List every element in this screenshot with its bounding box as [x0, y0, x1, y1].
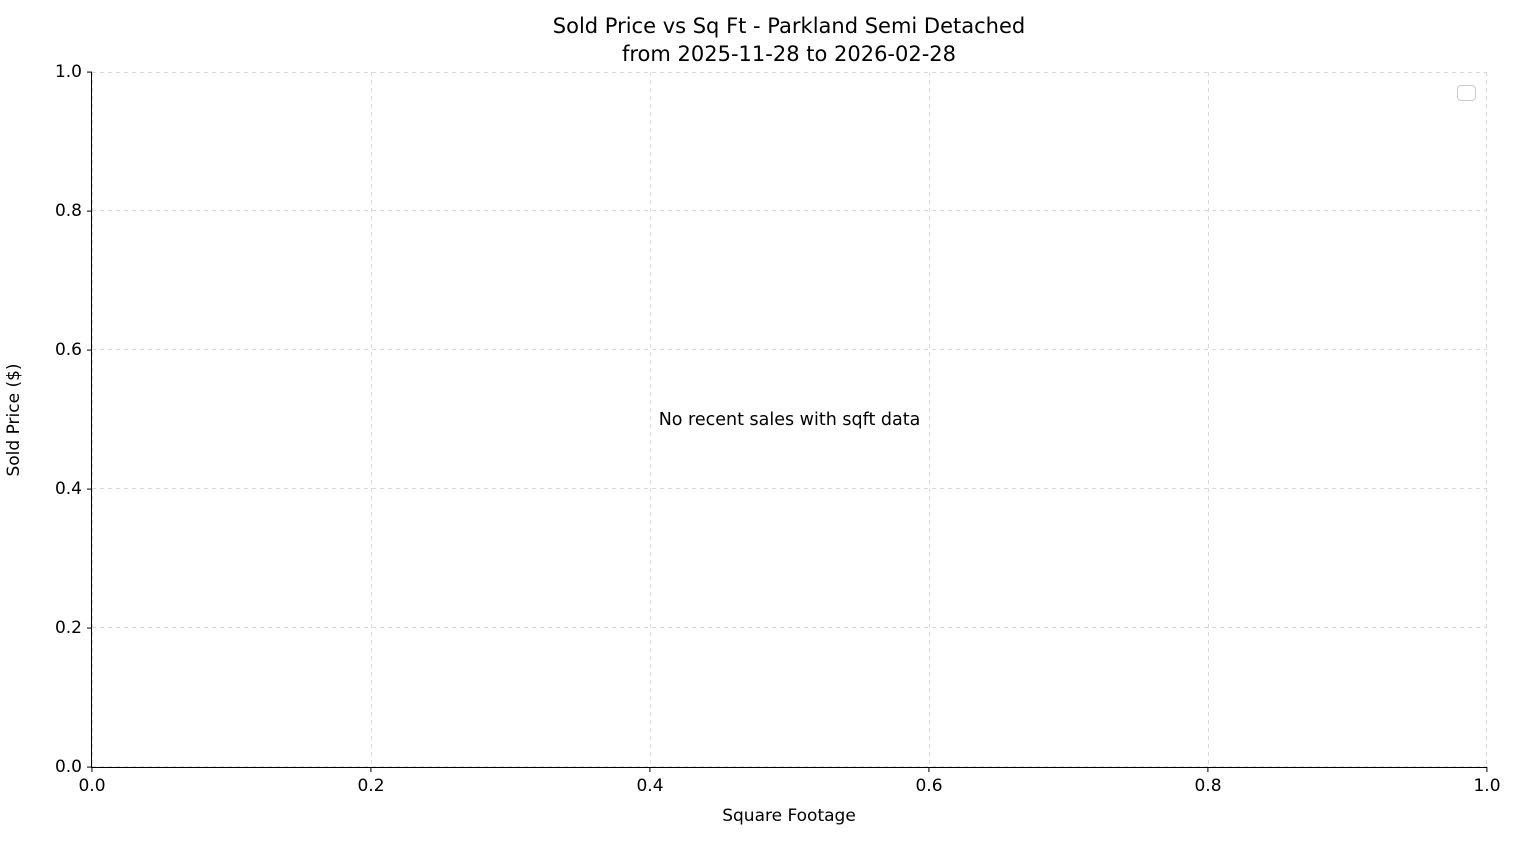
x-tick-label: 0.0	[78, 776, 106, 796]
y-tick-label: 0.0	[54, 757, 82, 777]
y-tick-mark	[87, 766, 92, 768]
gridline-vertical	[1208, 72, 1209, 767]
x-tick-mark	[370, 767, 372, 772]
x-tick-mark	[1486, 767, 1488, 772]
y-tick-mark	[87, 71, 92, 73]
x-tick-label: 0.4	[636, 776, 664, 796]
gridline-vertical	[929, 72, 930, 767]
legend-box	[1457, 85, 1476, 101]
gridline-vertical	[650, 72, 651, 767]
gridline-horizontal	[92, 210, 1487, 211]
y-tick-mark	[87, 210, 92, 212]
x-tick-label: 0.2	[357, 776, 385, 796]
chart-title-block: Sold Price vs Sq Ft - Parkland Semi Deta…	[91, 12, 1487, 69]
gridline-horizontal	[92, 349, 1487, 350]
plot-area: 0.0 0.2 0.4 0.6 0.8 1.0 0.0 0.2 0.4 0.6 …	[55, 62, 1501, 796]
gridline-vertical	[371, 72, 372, 767]
no-data-annotation: No recent sales with sqft data	[658, 409, 921, 430]
y-tick-label: 0.8	[54, 201, 82, 221]
y-tick-mark	[87, 627, 92, 629]
chart-subtitle: from 2025-11-28 to 2026-02-28	[621, 42, 957, 67]
x-tick-label: 1.0	[1473, 776, 1501, 796]
x-axis-label: Square Footage	[722, 806, 856, 826]
x-tick-mark	[649, 767, 651, 772]
x-tick-mark	[1207, 767, 1209, 772]
gridline-horizontal	[92, 766, 1487, 767]
chart-title: Sold Price vs Sq Ft - Parkland Semi Deta…	[552, 14, 1026, 38]
y-tick-mark	[87, 488, 92, 490]
y-tick-label: 1.0	[54, 62, 82, 82]
y-axis-label: Sold Price ($)	[4, 363, 24, 477]
gridline-vertical	[92, 72, 93, 767]
x-tick-label: 0.8	[1194, 776, 1222, 796]
x-tick-mark	[928, 767, 930, 772]
y-tick-label: 0.6	[54, 340, 82, 360]
x-tick-mark	[91, 767, 93, 772]
x-tick-label: 0.6	[915, 776, 943, 796]
gridline-horizontal	[92, 72, 1487, 73]
y-tick-mark	[87, 349, 92, 351]
y-tick-label: 0.2	[54, 618, 82, 638]
y-tick-label: 0.4	[54, 479, 82, 499]
gridline-horizontal	[92, 627, 1487, 628]
gridline-horizontal	[92, 488, 1487, 489]
gridline-vertical	[1486, 72, 1487, 767]
